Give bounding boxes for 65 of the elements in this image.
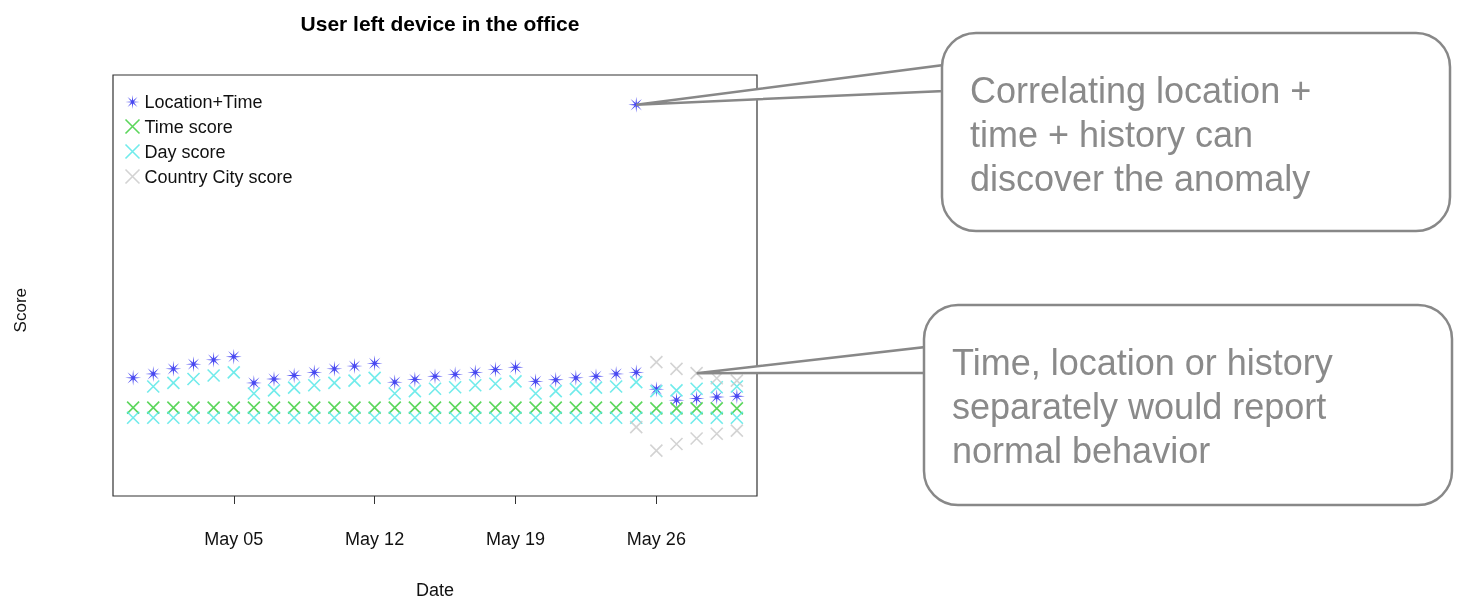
legend-label: Country City score: [144, 166, 293, 187]
point: [327, 400, 342, 415]
annotation: Time, location or history separately would report normal behavior: [952, 341, 1334, 473]
point: [487, 361, 504, 378]
x-tick-label: May 12: [345, 529, 405, 549]
point: [245, 374, 262, 391]
point: [206, 400, 221, 415]
point: [387, 400, 402, 415]
point: [548, 400, 563, 415]
point: [307, 400, 322, 415]
point: [366, 355, 383, 372]
point: [669, 401, 684, 416]
point: [567, 369, 584, 386]
x-tick-label: May 19: [485, 529, 546, 549]
point: [730, 373, 744, 388]
point: [367, 400, 382, 415]
point: [225, 348, 242, 365]
point: [547, 371, 564, 388]
point: [730, 401, 744, 416]
point: [448, 400, 462, 415]
x-tick-label: May 05: [204, 529, 264, 549]
point: [247, 400, 261, 415]
point: [730, 423, 744, 438]
point: [689, 366, 704, 380]
point: [126, 400, 140, 415]
point: [629, 400, 644, 415]
point: [146, 400, 161, 415]
point: [669, 437, 684, 451]
point: [528, 400, 543, 415]
legend-label: Time score: [144, 116, 233, 137]
point: [467, 364, 484, 381]
point: [609, 400, 623, 415]
legend-label: Day score: [144, 141, 226, 162]
y-axis-title: Score: [11, 287, 30, 333]
point: [669, 362, 684, 376]
point: [569, 400, 583, 415]
point: [468, 400, 483, 415]
point: [287, 400, 301, 415]
annotation: Correlating location + time + history can discover the anomaly: [970, 69, 1313, 201]
point: [689, 401, 704, 416]
point: [649, 355, 664, 369]
point: [226, 400, 241, 415]
point: [166, 400, 181, 415]
point: [628, 364, 645, 381]
point: [488, 400, 503, 415]
point: [186, 400, 201, 415]
point: [508, 400, 523, 415]
point: [649, 443, 664, 458]
chart-title: User left device in the office: [300, 12, 580, 35]
point: [629, 420, 644, 434]
x-tick-label: May 26: [626, 529, 686, 549]
point: [709, 426, 724, 441]
point: [527, 373, 544, 390]
point: [428, 400, 442, 415]
point: [267, 400, 281, 415]
x-axis-title: Date: [415, 580, 455, 600]
point: [306, 364, 323, 381]
point: [125, 369, 142, 386]
point: [689, 431, 704, 446]
legend-label: Location+Time: [144, 92, 263, 112]
point: [347, 400, 362, 415]
point: [507, 359, 524, 376]
point: [408, 400, 422, 415]
point: [589, 400, 603, 415]
point: [649, 401, 664, 416]
